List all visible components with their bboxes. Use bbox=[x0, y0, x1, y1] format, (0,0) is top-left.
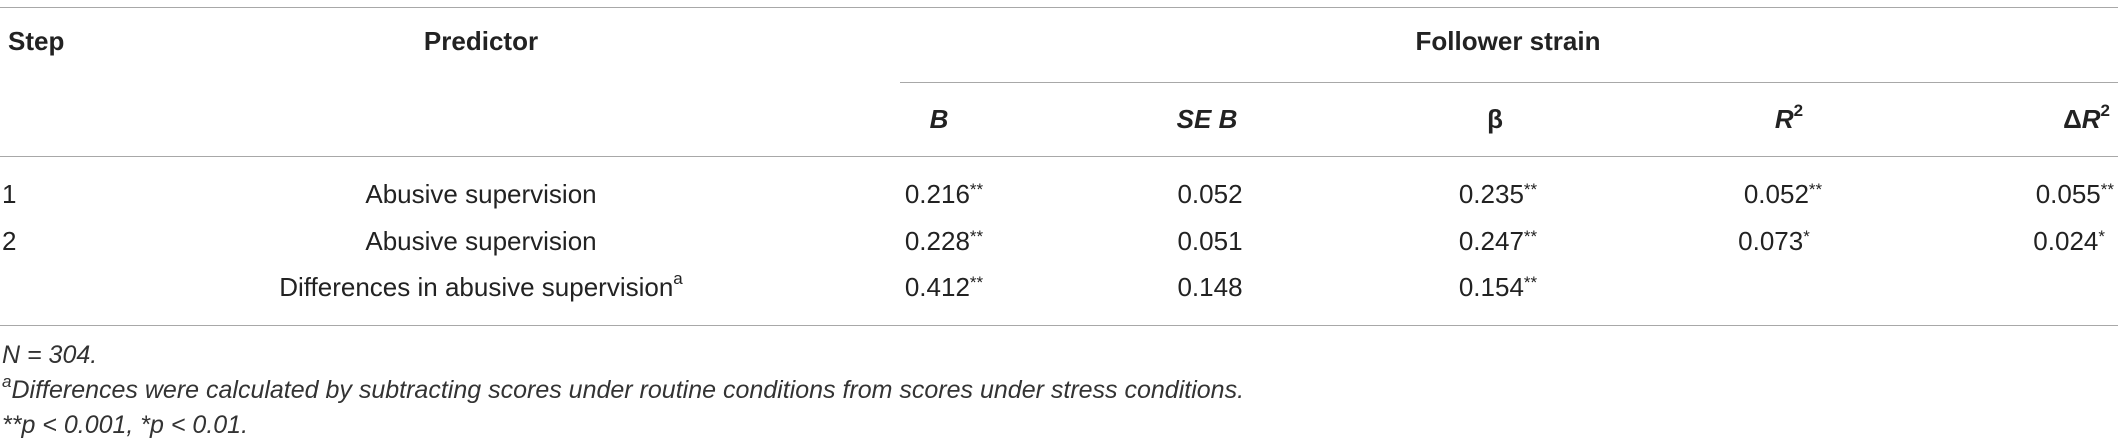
header-delta-r-squared: ΔR2 bbox=[2063, 101, 2110, 134]
row2-r2-star: * bbox=[1803, 227, 1810, 246]
header-dr2-main: R bbox=[2081, 104, 2101, 134]
row3-b-value: 0.412 bbox=[904, 272, 970, 302]
row1-r2-value: 0.052 bbox=[1743, 179, 1809, 209]
row1-beta: 0.235** bbox=[1459, 179, 1537, 213]
row3-predictor-sup: a bbox=[673, 269, 683, 289]
row1-dr2-value: 0.055 bbox=[2035, 179, 2101, 209]
row2-dr2-star: * bbox=[2098, 227, 2105, 246]
row1-step: 1 bbox=[2, 179, 17, 209]
row3-seb: 0.148 bbox=[1177, 272, 1243, 302]
header-beta: β bbox=[1487, 104, 1503, 134]
header-se-b: SE B bbox=[1176, 104, 1238, 134]
row1-seb: 0.052 bbox=[1177, 179, 1243, 209]
header-dr2-sup: 2 bbox=[2100, 101, 2110, 121]
group-rule bbox=[900, 82, 2118, 83]
row3-b-star: ** bbox=[969, 273, 984, 292]
row2-step: 2 bbox=[2, 226, 17, 256]
row3-beta-star: ** bbox=[1523, 273, 1538, 292]
row2-beta-star: ** bbox=[1523, 227, 1538, 246]
row2-r2-value: 0.073 bbox=[1738, 226, 1804, 256]
row1-r2: 0.052** bbox=[1744, 179, 1822, 213]
header-bottom-rule bbox=[0, 156, 2118, 157]
row2-b-star: ** bbox=[969, 227, 984, 246]
row1-dr2: 0.055** bbox=[2036, 179, 2114, 213]
row1-b: 0.216** bbox=[905, 179, 983, 213]
row2-dr2: 0.024* bbox=[2033, 226, 2105, 260]
row1-beta-star: ** bbox=[1523, 180, 1538, 199]
header-b: B bbox=[929, 104, 949, 134]
row2-r2: 0.073* bbox=[1738, 226, 1810, 260]
row2-dr2-value: 0.024 bbox=[2033, 226, 2099, 256]
row1-b-value: 0.216 bbox=[904, 179, 970, 209]
row1-predictor: Abusive supervision bbox=[365, 179, 597, 209]
row2-seb: 0.051 bbox=[1177, 226, 1243, 256]
header-predictor: Predictor bbox=[423, 26, 539, 56]
row1-dr2-star: ** bbox=[2100, 180, 2114, 199]
row1-b-star: ** bbox=[969, 180, 984, 199]
row2-predictor: Abusive supervision bbox=[365, 226, 597, 256]
header-r2-main: R bbox=[1774, 104, 1794, 134]
row3-predictor-text: Differences in abusive supervision bbox=[279, 272, 674, 302]
note-a-text: Differences were calculated by subtracti… bbox=[11, 376, 1245, 404]
row2-b-value: 0.228 bbox=[904, 226, 970, 256]
note-p-values: **p < 0.001, *p < 0.01. bbox=[2, 411, 249, 439]
header-dr2-delta: Δ bbox=[2063, 104, 2082, 134]
note-sample-size: N = 304. bbox=[2, 341, 98, 369]
table-bottom-rule bbox=[0, 325, 2118, 326]
note-a-sup: a bbox=[2, 371, 12, 391]
note-a: aDifferences were calculated by subtract… bbox=[2, 371, 1245, 405]
header-follower-strain: Follower strain bbox=[1415, 26, 1601, 56]
row2-beta-value: 0.247 bbox=[1458, 226, 1524, 256]
row1-beta-value: 0.235 bbox=[1458, 179, 1524, 209]
row3-predictor: Differences in abusive supervisiona bbox=[279, 269, 683, 302]
row2-beta: 0.247** bbox=[1459, 226, 1537, 260]
header-r2-sup: 2 bbox=[1793, 101, 1804, 121]
header-step: Step bbox=[8, 26, 65, 56]
top-rule bbox=[0, 7, 2118, 8]
header-r-squared: R2 bbox=[1774, 101, 1804, 134]
row1-r2-star: ** bbox=[1808, 180, 1823, 199]
row2-b: 0.228** bbox=[905, 226, 983, 260]
row3-b: 0.412** bbox=[905, 272, 983, 306]
row3-beta-value: 0.154 bbox=[1458, 272, 1524, 302]
row3-beta: 0.154** bbox=[1459, 272, 1537, 306]
